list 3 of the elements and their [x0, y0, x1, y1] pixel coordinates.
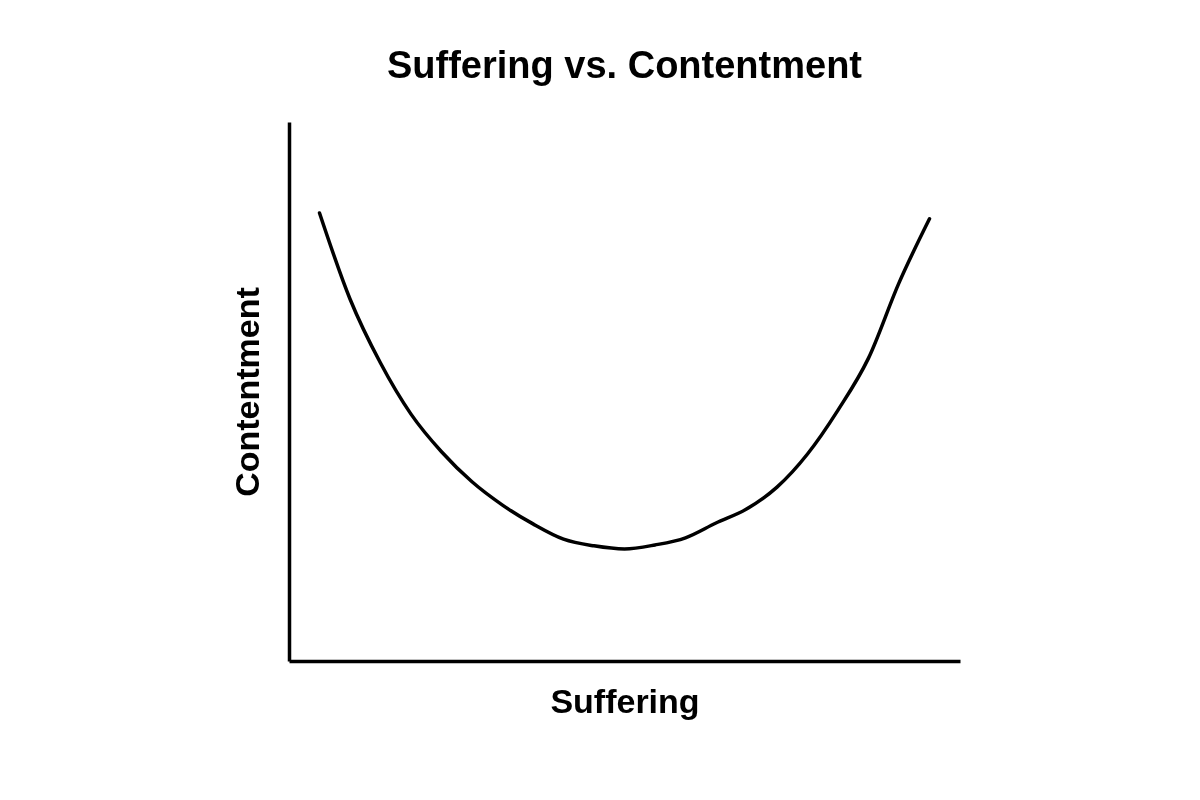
x-axis-title: Suffering	[550, 681, 700, 720]
chart-title: Suffering vs. Contentment	[386, 44, 863, 86]
y-axis-title: Contentment	[227, 287, 266, 497]
